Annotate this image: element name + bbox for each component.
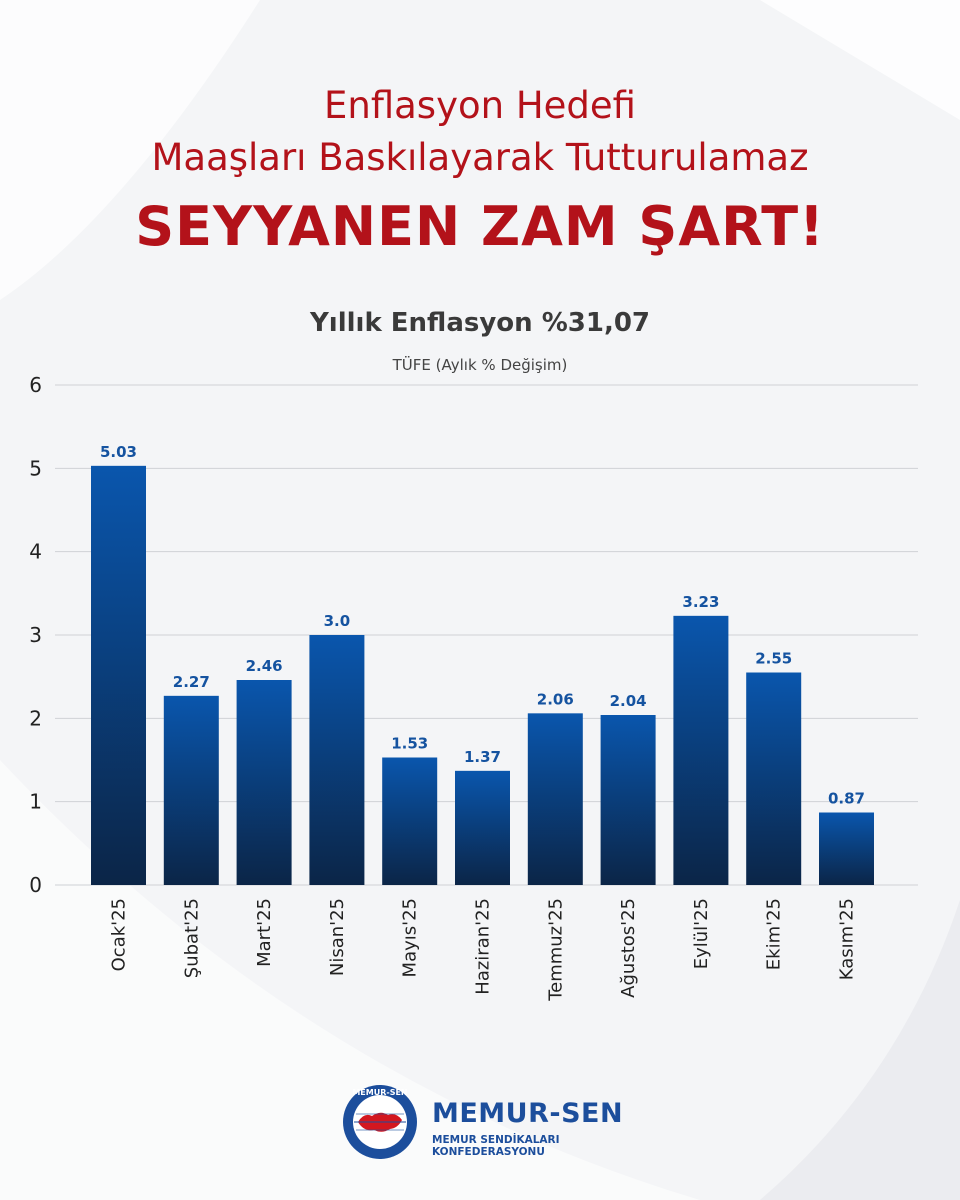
x-category-label: Nisan'25 — [327, 898, 348, 976]
bar — [382, 757, 438, 885]
bar-value-label: 2.55 — [755, 650, 792, 668]
x-category-label: Temmuz'25 — [545, 898, 566, 1002]
x-category-label: Ekim'25 — [764, 898, 785, 970]
bar-value-label: 3.0 — [324, 612, 351, 630]
x-category-label: Mart'25 — [254, 898, 275, 967]
chart-title: Yıllık Enflasyon %31,07 — [309, 308, 651, 338]
logo-name: MEMUR-SEN — [432, 1098, 624, 1129]
bar-value-label: 2.46 — [246, 657, 283, 675]
y-tick-label: 4 — [29, 540, 42, 564]
x-category-label: Haziran'25 — [473, 898, 494, 995]
y-tick-label: 5 — [29, 456, 42, 480]
y-tick-label: 1 — [29, 790, 42, 814]
bar — [163, 695, 219, 885]
x-category-label: Şubat'25 — [181, 898, 202, 978]
bar-value-label: 2.27 — [173, 673, 210, 691]
headline-line-1: Enflasyon Hedefi — [324, 84, 636, 127]
chart-subtitle: TÜFE (Aylık % Değişim) — [392, 356, 568, 374]
bar-value-label: 0.87 — [828, 790, 865, 808]
bar-value-label: 1.53 — [391, 735, 428, 753]
memur-sen-logo: MEMUR-SEN MEMUR-SEN MEMUR SENDİKALARI KO… — [340, 1082, 640, 1162]
x-category-label: Mayıs'25 — [400, 898, 421, 977]
svg-text:MEMUR-SEN: MEMUR-SEN — [352, 1088, 407, 1097]
x-category-label: Ağustos'25 — [618, 898, 639, 998]
bar — [455, 770, 510, 885]
bar — [91, 465, 146, 885]
bar — [309, 635, 365, 885]
bar-value-label: 3.23 — [682, 593, 719, 611]
bar-value-label: 2.04 — [610, 692, 647, 710]
memur-sen-seal-icon: MEMUR-SEN — [343, 1085, 417, 1159]
x-category-label: Ocak'25 — [109, 898, 130, 971]
y-tick-label: 6 — [29, 373, 42, 397]
bar — [673, 615, 729, 885]
bar — [819, 812, 874, 885]
x-category-label: Kasım'25 — [837, 898, 858, 980]
headline-line-2: Maaşları Baskılayarak Tutturulamaz — [151, 136, 809, 179]
x-category-label: Eylül'25 — [691, 898, 712, 969]
y-tick-label: 0 — [29, 873, 42, 897]
bar-value-label: 5.03 — [100, 443, 137, 461]
bar — [527, 713, 583, 885]
bar — [600, 715, 656, 885]
y-tick-label: 2 — [29, 706, 42, 730]
bar-value-label: 1.37 — [464, 748, 501, 766]
logo-subtitle: MEMUR SENDİKALARI KONFEDERASYONU — [432, 1134, 560, 1158]
headline-line-3: SEYYANEN ZAM ŞART! — [135, 195, 825, 258]
y-tick-label: 3 — [29, 623, 42, 647]
bar — [236, 680, 292, 885]
bar-value-label: 2.06 — [537, 690, 574, 708]
bar-chart: 0 1 2 3 4 5 6 5.03 Ocak'25 2.27 Şubat'25 2.46 Mart'… — [29, 373, 918, 1002]
bar — [746, 672, 802, 885]
